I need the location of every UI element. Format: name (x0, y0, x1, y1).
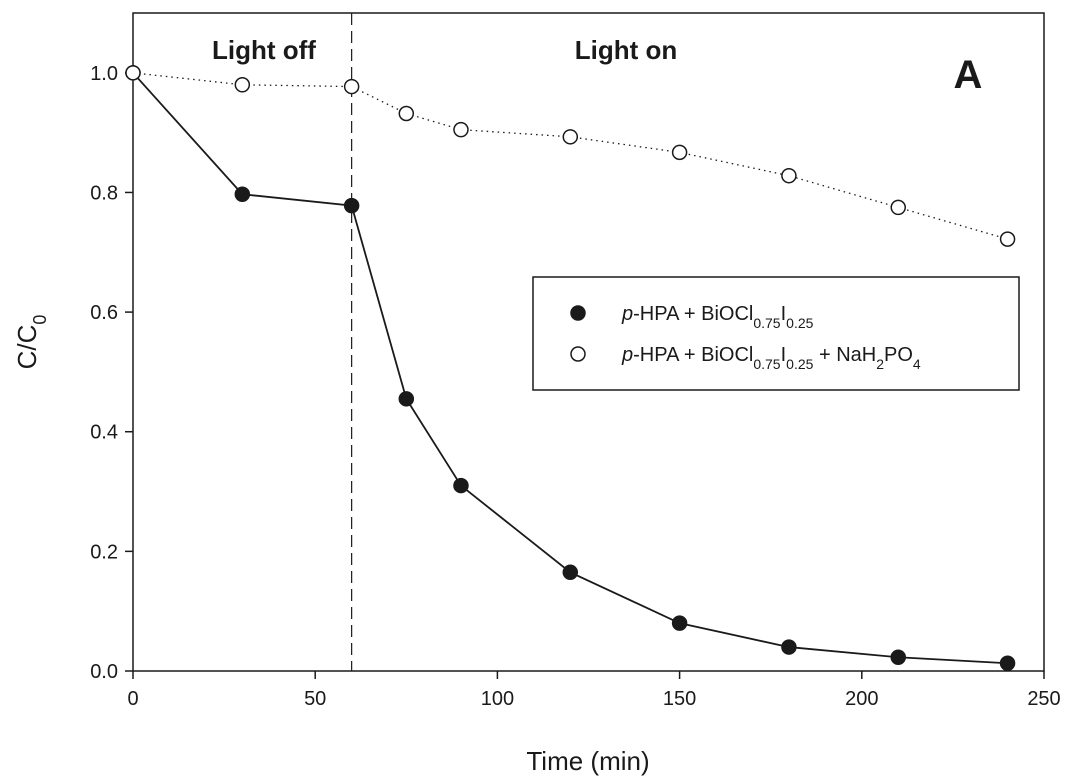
y-axis-title: C/C0 (12, 315, 50, 370)
y-tick-label: 0.8 (90, 182, 118, 204)
y-tick-label: 0.2 (90, 541, 118, 563)
series-line-with_catalyst (132, 72, 1008, 665)
y-tick-label: 0.0 (90, 661, 118, 683)
legend: p-HPA + BiOCl0.75I0.25 p-HPA + BiOCl0.75… (532, 276, 1020, 391)
data-point-with_catalyst (781, 639, 797, 655)
data-point-with_nah2po4 (234, 77, 251, 93)
data-point-with_catalyst (398, 391, 415, 407)
light-on-label: Light on (575, 35, 678, 65)
data-point-with_catalyst (890, 649, 906, 665)
panel-label: A (954, 53, 983, 97)
x-tick-label: 250 (1027, 688, 1060, 710)
data-point-with_nah2po4 (781, 167, 797, 184)
x-tick-label: 200 (845, 688, 878, 710)
plot-frame (132, 12, 1045, 672)
x-tick-label: 150 (663, 688, 696, 710)
data-point-with_nah2po4 (890, 199, 906, 216)
data-point-with_catalyst (343, 197, 360, 214)
data-point-with_catalyst (671, 615, 688, 631)
legend-entry-1: p-HPA + BiOCl0.75I0.25 (621, 303, 814, 331)
data-point-with_catalyst (562, 564, 579, 581)
data-point-with_nah2po4 (398, 105, 415, 122)
x-tick-label: 100 (481, 688, 514, 710)
legend-marker-filled (570, 305, 586, 321)
y-axis-title-sub: 0 (30, 315, 50, 325)
x-tick-label: 0 (127, 688, 138, 710)
series-lines (132, 72, 1008, 665)
series-points (125, 65, 1016, 671)
data-point-with_catalyst (234, 186, 251, 202)
x-tick-label: 50 (304, 688, 326, 710)
y-tick-label: 1.0 (90, 63, 118, 85)
y-tick-label: 0.4 (90, 422, 118, 444)
data-point-with_nah2po4 (453, 121, 469, 138)
data-point-with_nah2po4 (125, 65, 141, 81)
x-axis-title: Time (min) (526, 746, 649, 776)
legend-entry-2: p-HPA + BiOCl0.75I0.25 + NaH2PO4 (621, 344, 921, 372)
data-point-with_nah2po4 (671, 144, 688, 161)
data-point-with_catalyst (453, 477, 469, 494)
light-off-label: Light off (212, 35, 316, 65)
legend-marker-open (570, 346, 586, 362)
y-tick-label: 0.6 (90, 302, 118, 324)
data-point-with_catalyst (999, 655, 1016, 671)
x-axis: 0 50 100 150 200 250 (127, 671, 1061, 710)
series-line-with_nah2po4 (132, 72, 1008, 240)
legend-box (532, 276, 1020, 391)
data-point-with_nah2po4 (999, 231, 1016, 247)
y-axis: 0.0 0.2 0.4 0.6 0.8 1.0 (90, 63, 133, 683)
data-point-with_nah2po4 (343, 78, 360, 95)
y-axis-title-main: C/C (12, 325, 42, 370)
data-point-with_nah2po4 (562, 129, 579, 145)
